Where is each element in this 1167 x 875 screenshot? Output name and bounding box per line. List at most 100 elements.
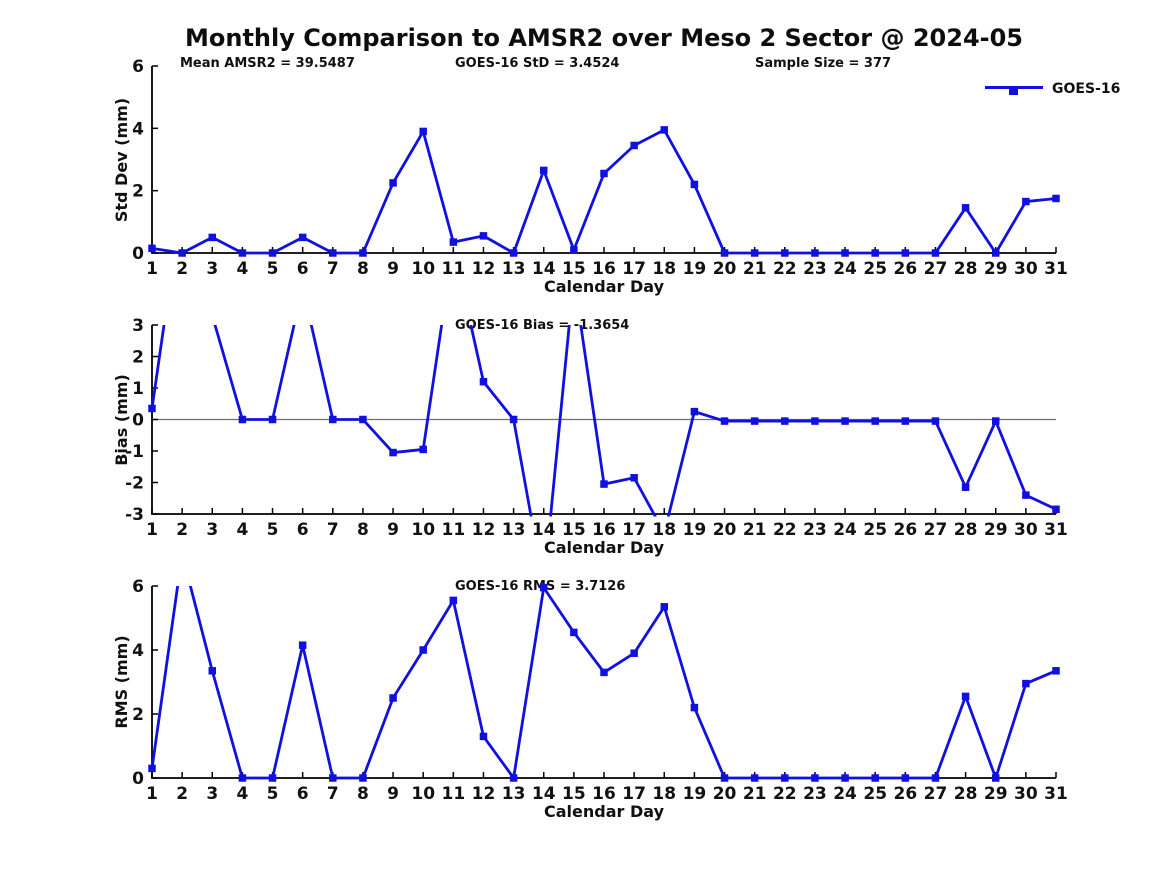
sample-size-annotation: Sample Size = 377 [755, 56, 892, 71]
svg-text:6: 6 [297, 784, 309, 804]
svg-text:1: 1 [146, 259, 158, 279]
svg-text:4: 4 [132, 641, 144, 661]
svg-text:17: 17 [622, 784, 646, 804]
svg-text:6: 6 [297, 259, 309, 279]
svg-text:13: 13 [502, 259, 526, 279]
svg-text:14: 14 [532, 784, 556, 804]
svg-text:4: 4 [236, 259, 248, 279]
svg-text:16: 16 [592, 784, 616, 804]
svg-text:3: 3 [132, 316, 144, 336]
svg-text:13: 13 [502, 520, 526, 540]
svg-text:29: 29 [984, 259, 1008, 279]
svg-text:23: 23 [803, 259, 827, 279]
svg-text:23: 23 [803, 520, 827, 540]
stddev-y-axis-label: Std Dev (mm) [112, 97, 131, 223]
svg-text:24: 24 [833, 520, 857, 540]
svg-text:2: 2 [132, 348, 144, 368]
svg-text:21: 21 [743, 259, 767, 279]
svg-text:2: 2 [132, 705, 144, 725]
svg-text:1: 1 [132, 379, 144, 399]
svg-text:22: 22 [773, 784, 797, 804]
svg-text:22: 22 [773, 520, 797, 540]
svg-text:28: 28 [954, 259, 978, 279]
svg-text:7: 7 [327, 520, 339, 540]
svg-text:13: 13 [502, 784, 526, 804]
rms-y-axis-label: RMS (mm) [112, 635, 131, 729]
svg-text:20: 20 [713, 784, 737, 804]
svg-text:23: 23 [803, 784, 827, 804]
svg-text:30: 30 [1014, 784, 1038, 804]
svg-text:0: 0 [132, 244, 144, 264]
svg-text:5: 5 [267, 784, 279, 804]
page-title: Monthly Comparison to AMSR2 over Meso 2 … [185, 24, 1023, 52]
svg-text:2: 2 [132, 182, 144, 202]
svg-text:29: 29 [984, 784, 1008, 804]
rms-x-axis-label: Calendar Day [544, 802, 664, 821]
svg-text:9: 9 [387, 259, 399, 279]
svg-text:20: 20 [713, 520, 737, 540]
legend-square-marker-icon [1009, 86, 1018, 95]
bias-annotation: GOES-16 Bias = -1.3654 [455, 318, 630, 333]
svg-text:-2: -2 [125, 474, 144, 494]
legend: GOES-16 [985, 81, 1120, 97]
svg-text:19: 19 [683, 520, 707, 540]
svg-text:-3: -3 [125, 505, 144, 525]
svg-text:26: 26 [893, 259, 917, 279]
svg-text:11: 11 [441, 259, 465, 279]
mean-amsr2-annotation: Mean AMSR2 = 39.5487 [180, 56, 355, 71]
svg-text:8: 8 [357, 520, 369, 540]
svg-text:8: 8 [357, 784, 369, 804]
svg-text:22: 22 [773, 259, 797, 279]
svg-text:16: 16 [592, 259, 616, 279]
legend-label: GOES-16 [1052, 81, 1121, 97]
svg-text:12: 12 [472, 259, 496, 279]
svg-text:5: 5 [267, 520, 279, 540]
svg-text:3: 3 [206, 520, 218, 540]
svg-text:7: 7 [327, 259, 339, 279]
svg-text:28: 28 [954, 784, 978, 804]
svg-text:11: 11 [441, 784, 465, 804]
svg-text:10: 10 [411, 520, 435, 540]
svg-text:4: 4 [236, 784, 248, 804]
svg-text:31: 31 [1044, 784, 1068, 804]
svg-text:-1: -1 [125, 442, 144, 462]
svg-text:15: 15 [562, 520, 586, 540]
svg-text:15: 15 [562, 259, 586, 279]
svg-text:29: 29 [984, 520, 1008, 540]
svg-text:18: 18 [652, 520, 676, 540]
svg-text:2: 2 [176, 520, 188, 540]
svg-text:24: 24 [833, 259, 857, 279]
svg-text:17: 17 [622, 520, 646, 540]
svg-text:27: 27 [924, 520, 948, 540]
svg-text:6: 6 [132, 57, 144, 77]
svg-text:4: 4 [236, 520, 248, 540]
svg-text:31: 31 [1044, 259, 1068, 279]
svg-text:19: 19 [683, 784, 707, 804]
stddev-plot-svg: 1 2 3 4 5 6 7 8 9 10 11 12 13 14 15 16 17 18 19 20 21 22 23 24 2… [132, 57, 1068, 279]
svg-text:7: 7 [327, 784, 339, 804]
svg-text:2: 2 [176, 259, 188, 279]
svg-text:20: 20 [713, 259, 737, 279]
svg-text:2: 2 [176, 784, 188, 804]
svg-text:5: 5 [267, 259, 279, 279]
svg-text:10: 10 [411, 784, 435, 804]
svg-text:3: 3 [206, 259, 218, 279]
svg-text:12: 12 [472, 520, 496, 540]
svg-text:15: 15 [562, 784, 586, 804]
svg-text:8: 8 [357, 259, 369, 279]
svg-text:12: 12 [472, 784, 496, 804]
svg-text:1: 1 [146, 784, 158, 804]
svg-text:30: 30 [1014, 520, 1038, 540]
svg-text:21: 21 [743, 520, 767, 540]
bias-x-axis-label: Calendar Day [544, 538, 664, 557]
svg-text:6: 6 [132, 577, 144, 597]
svg-text:30: 30 [1014, 259, 1038, 279]
svg-text:16: 16 [592, 520, 616, 540]
svg-text:27: 27 [924, 259, 948, 279]
rms-plot-svg: 1 2 3 4 5 6 7 8 9 10 11 12 13 14 15 16 17 18 19 20 21 22 23 24 2… [132, 577, 1068, 804]
goes16-std-annotation: GOES-16 StD = 3.4524 [455, 56, 620, 71]
svg-text:17: 17 [622, 259, 646, 279]
svg-text:3: 3 [206, 784, 218, 804]
bias-plot-svg: 1 2 3 4 5 6 7 8 9 10 11 12 13 14 15 16 17 18 19 20 21 22 23 24 2… [125, 316, 1068, 540]
